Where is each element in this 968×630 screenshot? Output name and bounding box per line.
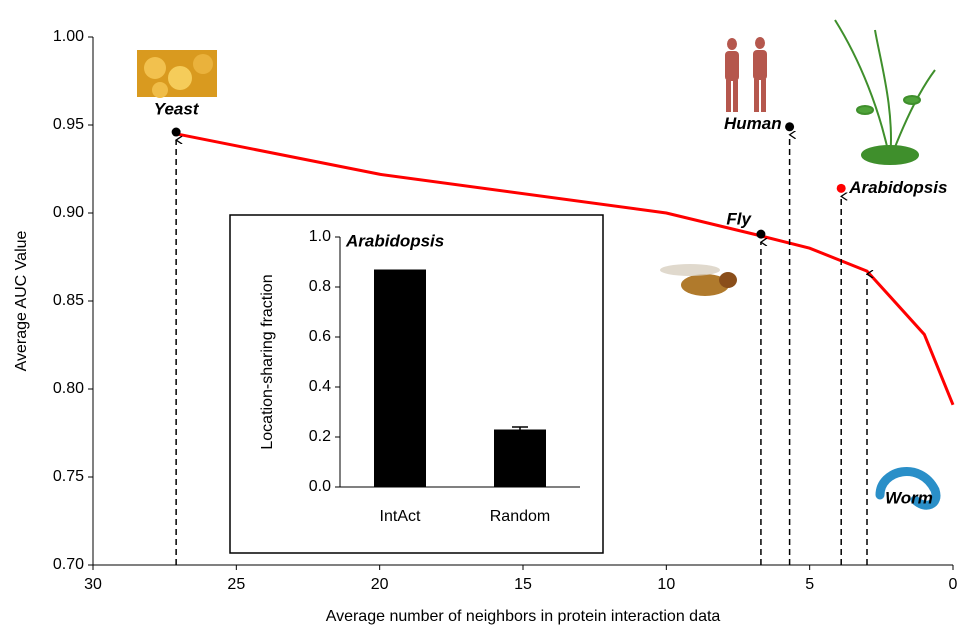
y-tick-label: 0.95: [53, 116, 84, 133]
yeast-image: [137, 50, 217, 98]
inset-title: Arabidopsis: [345, 231, 444, 250]
y-axis-label: Average AUC Value: [13, 230, 30, 371]
inset-y-tick-label: 0.8: [309, 278, 331, 295]
plant-image: [835, 20, 935, 164]
organism-label: Fly: [726, 210, 752, 229]
y-tick-label: 0.80: [53, 380, 84, 397]
y-tick-label: 0.90: [53, 204, 84, 221]
x-tick-label: 10: [657, 576, 675, 593]
human-image: [725, 37, 767, 112]
x-tick-label: 20: [371, 576, 389, 593]
inset-y-tick-label: 0.6: [309, 328, 331, 345]
organism-label: Worm: [885, 489, 933, 508]
data-point: [172, 128, 181, 137]
x-axis-label: Average number of neighbors in protein i…: [326, 608, 721, 625]
inset-x-tick-label: IntAct: [380, 508, 421, 525]
bar: [374, 270, 426, 488]
data-point: [785, 122, 794, 131]
inset-x-tick-label: Random: [490, 508, 550, 525]
bar: [494, 430, 546, 488]
x-tick-label: 15: [514, 576, 532, 593]
inset-y-axis-label: Location-sharing fraction: [259, 274, 276, 449]
inset-y-tick-label: 0.4: [309, 378, 331, 395]
chart: 0.700.750.800.850.900.951.00302520151050…: [0, 0, 968, 630]
y-tick-label: 0.75: [53, 468, 84, 485]
y-tick-label: 0.85: [53, 292, 84, 309]
x-tick-label: 25: [227, 576, 245, 593]
y-tick-label: 1.00: [53, 28, 84, 45]
inset-y-tick-label: 0.2: [309, 428, 331, 445]
organism-label: Human: [724, 114, 782, 133]
x-tick-label: 5: [805, 576, 814, 593]
y-tick-label: 0.70: [53, 556, 84, 573]
data-point: [837, 184, 846, 193]
data-point: [756, 230, 765, 239]
organism-label: Yeast: [154, 100, 200, 119]
inset-y-tick-label: 0.0: [309, 478, 331, 495]
x-tick-label: 0: [949, 576, 958, 593]
organism-label: Arabidopsis: [848, 178, 947, 197]
fly-image: [660, 264, 737, 296]
inset-y-tick-label: 1.0: [309, 228, 331, 245]
x-tick-label: 30: [84, 576, 102, 593]
